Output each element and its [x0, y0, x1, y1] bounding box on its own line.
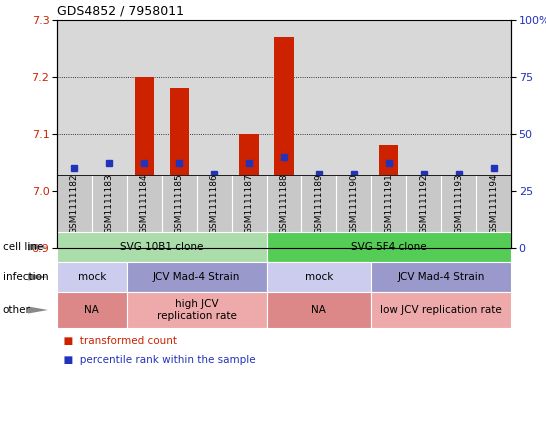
Text: GSM1111194: GSM1111194 [489, 173, 498, 234]
Text: GSM1111192: GSM1111192 [419, 173, 428, 234]
Text: cell line: cell line [3, 242, 43, 252]
Bar [127, 292, 266, 328]
Text: ■  transformed count: ■ transformed count [57, 336, 177, 346]
Text: JCV Mad-4 Strain: JCV Mad-4 Strain [153, 272, 240, 282]
Text: other: other [3, 305, 31, 315]
Text: GSM1111188: GSM1111188 [280, 173, 288, 234]
Text: GDS4852 / 7958011: GDS4852 / 7958011 [57, 5, 184, 18]
Text: GSM1111189: GSM1111189 [314, 173, 323, 234]
Polygon shape [28, 306, 48, 313]
Text: JCV Mad-4 Strain: JCV Mad-4 Strain [397, 272, 485, 282]
Bar [127, 262, 266, 292]
Text: GSM1111191: GSM1111191 [384, 173, 393, 234]
Text: GSM1111184: GSM1111184 [140, 173, 149, 234]
Bar [205, 202, 224, 248]
Bar [57, 292, 127, 328]
Text: low JCV replication rate: low JCV replication rate [380, 305, 502, 315]
Text: mock: mock [78, 272, 106, 282]
Text: GSM1111182: GSM1111182 [70, 173, 79, 234]
Text: SVG 10B1 clone: SVG 10B1 clone [120, 242, 204, 252]
Bar [310, 242, 329, 248]
Text: high JCV
replication rate: high JCV replication rate [157, 299, 236, 321]
Text: GSM1111187: GSM1111187 [245, 173, 253, 234]
Bar [371, 292, 511, 328]
Text: GSM1111190: GSM1111190 [349, 173, 358, 234]
Text: GSM1111185: GSM1111185 [175, 173, 184, 234]
Bar [344, 220, 364, 248]
Text: NA: NA [85, 305, 99, 315]
Text: NA: NA [311, 305, 327, 315]
Text: infection: infection [3, 272, 49, 282]
Bar [379, 146, 399, 248]
Bar [371, 262, 511, 292]
Text: GSM1111193: GSM1111193 [454, 173, 463, 234]
Bar [57, 262, 127, 292]
Text: mock: mock [305, 272, 333, 282]
Bar [65, 208, 84, 248]
Text: GSM1111183: GSM1111183 [105, 173, 114, 234]
Text: SVG 5F4 clone: SVG 5F4 clone [351, 242, 426, 252]
Bar [414, 225, 434, 248]
Bar [266, 262, 371, 292]
Text: GSM1111186: GSM1111186 [210, 173, 218, 234]
Bar [240, 134, 259, 248]
Bar [266, 292, 371, 328]
Polygon shape [28, 273, 48, 280]
Text: ■  percentile rank within the sample: ■ percentile rank within the sample [57, 355, 256, 365]
Bar [57, 232, 266, 262]
Bar [275, 37, 294, 248]
Bar [170, 88, 189, 248]
Bar [266, 232, 511, 262]
Bar [449, 231, 468, 248]
Polygon shape [28, 244, 48, 250]
Bar [484, 208, 503, 248]
Bar [100, 180, 119, 248]
Bar [135, 77, 154, 248]
